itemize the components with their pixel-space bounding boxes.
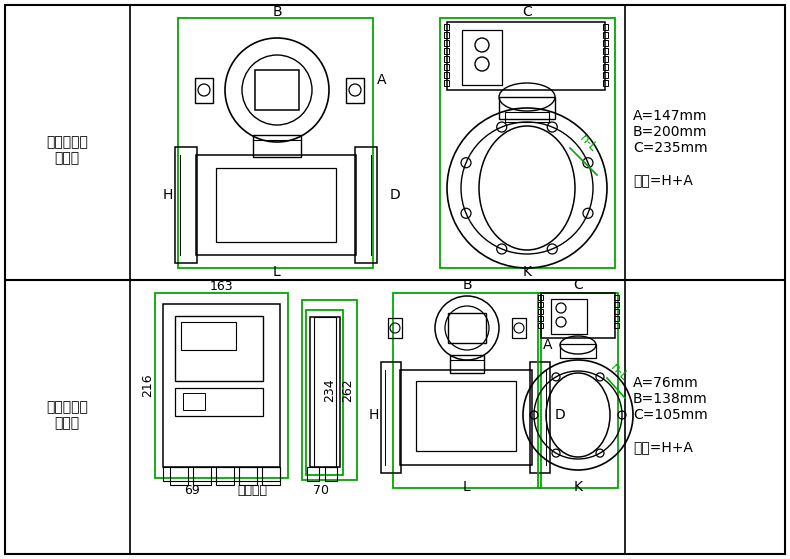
Text: C: C (573, 278, 583, 292)
Bar (195, 78, 213, 103)
Bar (614, 323, 619, 328)
Bar (614, 302, 619, 307)
Text: 70: 70 (313, 485, 329, 498)
Bar (538, 323, 543, 328)
Bar (310, 317, 340, 467)
Bar (175, 147, 197, 263)
Bar (444, 40, 449, 46)
Bar (239, 467, 257, 485)
Text: D: D (555, 408, 566, 422)
Text: 234: 234 (323, 378, 337, 402)
Bar (216, 168, 336, 242)
Bar (538, 309, 543, 314)
Text: 電磁流量計
分體型: 電磁流量計 分體型 (46, 400, 88, 430)
Bar (253, 135, 301, 157)
Text: B: B (462, 278, 472, 292)
Bar (255, 70, 299, 110)
Text: n-L: n-L (577, 131, 600, 154)
Text: A: A (544, 338, 553, 352)
Text: L: L (273, 265, 281, 279)
Bar (183, 393, 205, 410)
Bar (181, 322, 236, 350)
Bar (551, 299, 587, 334)
Text: 262: 262 (341, 378, 355, 402)
Bar (325, 467, 337, 481)
Bar (447, 22, 605, 90)
Text: K: K (574, 480, 582, 494)
Bar (175, 316, 263, 381)
Bar (541, 293, 615, 338)
Bar (355, 147, 377, 263)
Bar (603, 64, 608, 70)
Bar (448, 313, 486, 343)
Text: K: K (522, 265, 532, 279)
Bar (614, 295, 619, 300)
Text: 216: 216 (141, 373, 155, 397)
Bar (175, 388, 263, 416)
Bar (216, 467, 234, 485)
Bar (444, 64, 449, 70)
Bar (538, 293, 618, 488)
Bar (444, 72, 449, 78)
Bar (444, 48, 449, 54)
Text: 163: 163 (209, 280, 233, 292)
Bar (381, 362, 401, 473)
Bar (499, 97, 555, 119)
Bar (444, 24, 449, 30)
Text: H: H (369, 408, 379, 422)
Bar (262, 467, 280, 485)
Text: n-L: n-L (608, 361, 630, 383)
Text: B: B (273, 5, 282, 19)
Text: A=76mm
B=138mm
C=105mm

總高=H+A: A=76mm B=138mm C=105mm 總高=H+A (633, 376, 708, 454)
Bar (538, 316, 543, 321)
Bar (416, 381, 516, 451)
Bar (388, 318, 402, 338)
Bar (614, 316, 619, 321)
Bar (163, 467, 280, 481)
Bar (444, 32, 449, 38)
Bar (444, 80, 449, 86)
Text: L: L (463, 480, 471, 494)
Text: D: D (389, 188, 401, 202)
Bar (603, 32, 608, 38)
Bar (314, 317, 336, 467)
Bar (560, 344, 596, 358)
Bar (614, 309, 619, 314)
Bar (538, 302, 543, 307)
Bar (538, 295, 543, 300)
Text: A=147mm
B=200mm
C=235mm

總高=H+A: A=147mm B=200mm C=235mm 總高=H+A (633, 108, 708, 187)
Bar (306, 310, 343, 475)
Bar (505, 112, 549, 122)
Bar (178, 18, 373, 268)
Bar (603, 80, 608, 86)
Text: 電磁流量計
一體型: 電磁流量計 一體型 (46, 135, 88, 165)
Bar (462, 30, 502, 85)
Bar (346, 78, 364, 103)
Bar (603, 56, 608, 62)
Text: C: C (522, 5, 532, 19)
Bar (603, 72, 608, 78)
Bar (450, 355, 484, 373)
Text: 分体表头: 分体表头 (237, 485, 267, 498)
Bar (512, 318, 526, 338)
Bar (603, 48, 608, 54)
Bar (393, 293, 541, 488)
Bar (155, 293, 288, 478)
Text: A: A (378, 73, 387, 87)
Bar (444, 56, 449, 62)
Bar (400, 370, 532, 465)
Bar (440, 18, 615, 268)
Bar (163, 304, 280, 467)
Bar (193, 467, 211, 485)
Bar (530, 362, 550, 473)
Bar (196, 155, 356, 255)
Bar (307, 467, 319, 481)
Text: 69: 69 (184, 485, 200, 498)
Bar (302, 300, 357, 480)
Bar (603, 40, 608, 46)
Text: H: H (163, 188, 173, 202)
Bar (603, 24, 608, 30)
Bar (170, 467, 188, 485)
